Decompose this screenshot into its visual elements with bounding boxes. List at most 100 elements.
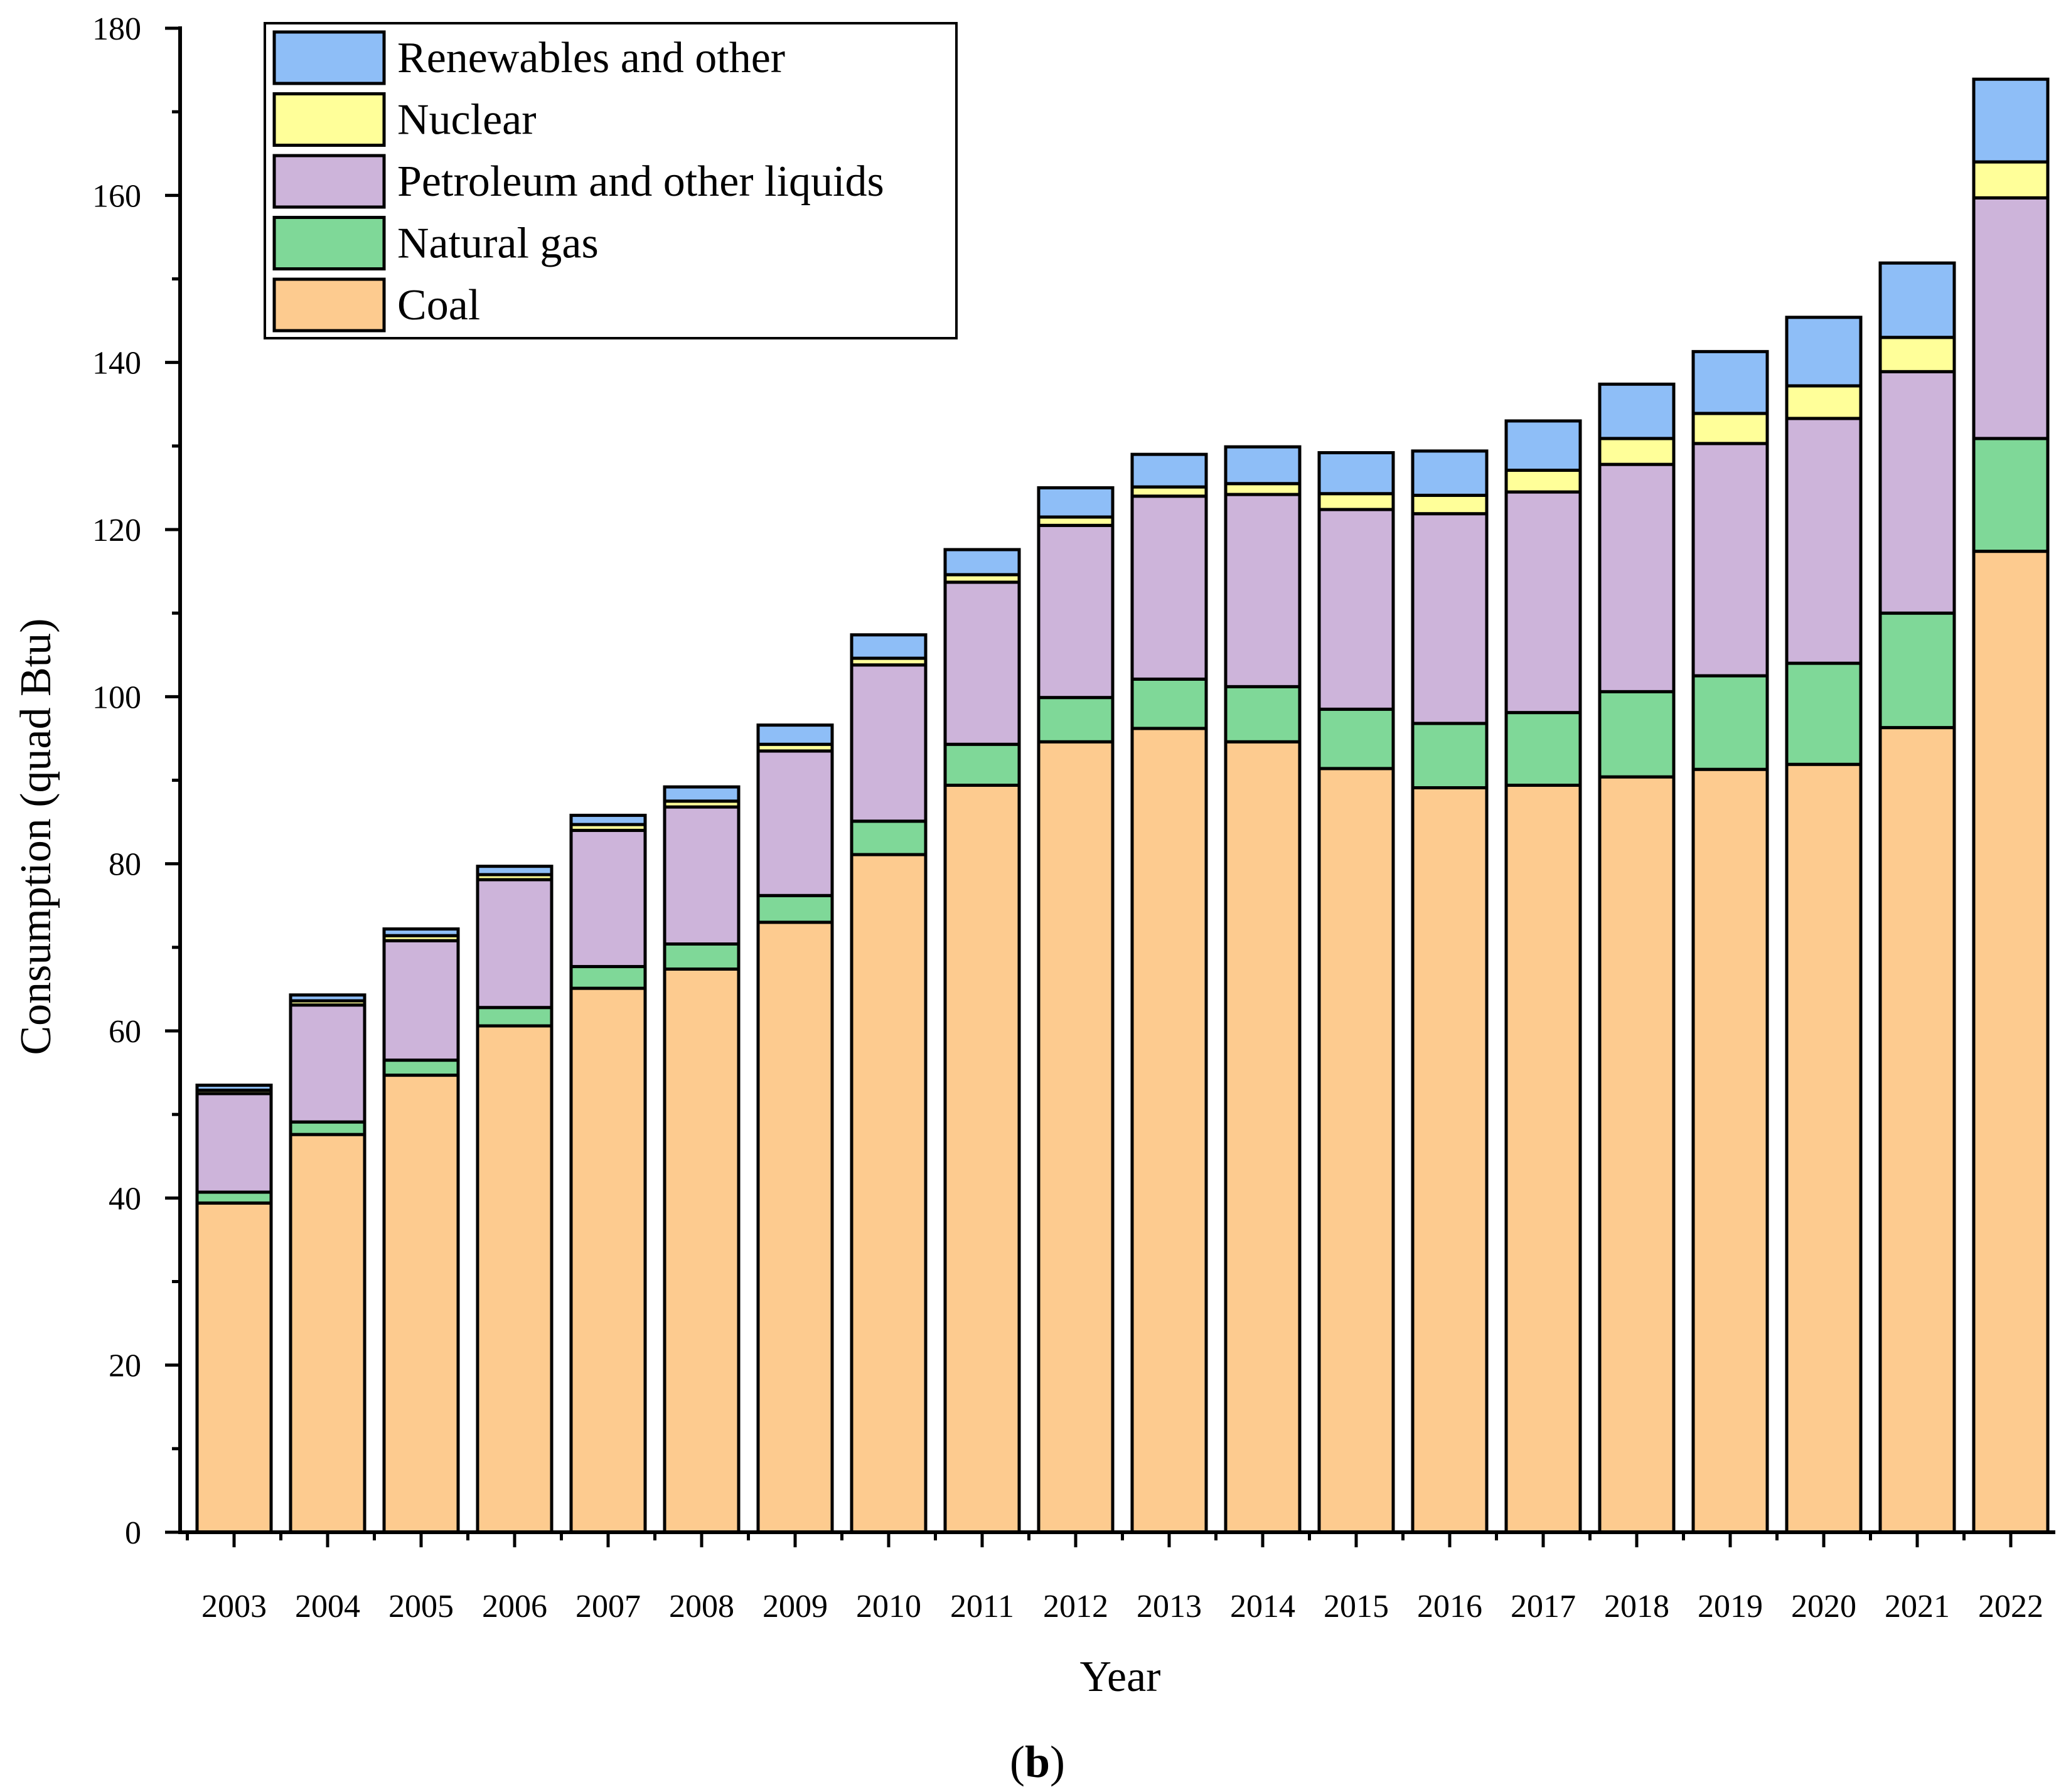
bar-coal-2013: [1130, 727, 1208, 1534]
x-tick-label-2005: 2005: [388, 1589, 454, 1624]
legend-label-nuclear: Nuclear: [397, 96, 537, 144]
legend: Renewables and other Nuclear Petroleum and…: [264, 22, 958, 339]
bar-renewables-and-other-2010: [850, 633, 928, 660]
x-tick-label-2003: 2003: [201, 1589, 267, 1624]
bar-renewables-and-other-2013: [1130, 452, 1208, 489]
x-tick-label-2004: 2004: [295, 1589, 360, 1624]
bar-natural-gas-2015: [1317, 707, 1395, 771]
bar-natural-gas-2004: [289, 1120, 367, 1136]
bar-petroleum-and-other-liquids-2015: [1317, 508, 1395, 711]
bar-petroleum-and-other-liquids-2016: [1411, 512, 1489, 725]
bar-petroleum-and-other-liquids-2009: [756, 749, 834, 897]
bar-nuclear-2020: [1785, 384, 1863, 420]
bar-nuclear-2022: [1972, 160, 2050, 200]
legend-swatch-coal: [272, 277, 386, 333]
bars-layer: [195, 77, 2050, 1534]
bar-natural-gas-2006: [476, 1006, 554, 1028]
x-tick-label-2012: 2012: [1043, 1589, 1108, 1624]
bar-natural-gas-2009: [756, 893, 834, 924]
bar-natural-gas-2008: [663, 942, 741, 971]
bar-petroleum-and-other-liquids-2021: [1878, 370, 1956, 615]
bar-petroleum-and-other-liquids-2010: [850, 663, 928, 823]
bar-petroleum-and-other-liquids-2017: [1504, 490, 1582, 715]
bar-coal-2008: [663, 967, 741, 1534]
axes-layer: 0 20 40 60 80 100 120 140 160 180 2003 2004 2005 2006…: [92, 11, 2055, 1624]
x-tick-label-2017: 2017: [1511, 1589, 1576, 1624]
bar-renewables-and-other-2006: [476, 865, 554, 877]
bar-coal-2009: [756, 920, 834, 1534]
bar-coal-2011: [943, 783, 1021, 1534]
bar-renewables-and-other-2017: [1504, 419, 1582, 472]
bar-natural-gas-2019: [1691, 674, 1769, 771]
bar-coal-2010: [850, 853, 928, 1534]
bar-nuclear-2016: [1411, 493, 1489, 516]
bar-natural-gas-2013: [1130, 677, 1208, 730]
panel-label: (b): [1010, 1737, 1065, 1787]
bar-petroleum-and-other-liquids-2018: [1598, 462, 1676, 693]
bar-natural-gas-2021: [1878, 611, 1956, 730]
legend-swatch-renewables-and-other: [272, 30, 386, 85]
bar-renewables-and-other-2012: [1037, 486, 1115, 519]
bar-coal-2021: [1878, 726, 1956, 1534]
bar-nuclear-2021: [1878, 336, 1956, 373]
y-tick-label-160: 160: [92, 178, 141, 214]
y-axis-title: Consumption (quad Btu): [12, 618, 60, 1055]
bar-petroleum-and-other-liquids-2011: [943, 580, 1021, 746]
bar-coal-2016: [1411, 786, 1489, 1534]
bar-natural-gas-2003: [195, 1190, 273, 1205]
legend-label-petroleum-and-other-liquids: Petroleum and other liquids: [397, 157, 884, 206]
bar-coal-2020: [1785, 762, 1863, 1534]
bar-petroleum-and-other-liquids-2013: [1130, 494, 1208, 681]
bar-petroleum-and-other-liquids-2004: [289, 1003, 367, 1124]
bar-coal-2015: [1317, 767, 1395, 1534]
bar-nuclear-2014: [1224, 482, 1302, 496]
legend-label-renewables-and-other: Renewables and other: [397, 34, 785, 82]
bar-natural-gas-2011: [943, 742, 1021, 787]
bar-renewables-and-other-2016: [1411, 449, 1489, 497]
bar-renewables-and-other-2003: [195, 1084, 273, 1092]
y-tick-label-120: 120: [92, 513, 141, 548]
bar-renewables-and-other-2004: [289, 993, 367, 1003]
bar-coal-2005: [382, 1074, 460, 1534]
bar-natural-gas-2012: [1037, 696, 1115, 744]
x-tick-label-2021: 2021: [1885, 1589, 1950, 1624]
bar-renewables-and-other-2021: [1878, 261, 1956, 339]
x-tick-label-2013: 2013: [1137, 1589, 1202, 1624]
bar-petroleum-and-other-liquids-2019: [1691, 442, 1769, 678]
bar-nuclear-2015: [1317, 492, 1395, 511]
x-tick-label-2008: 2008: [669, 1589, 734, 1624]
bar-nuclear-2017: [1504, 468, 1582, 494]
y-tick-label-100: 100: [92, 680, 141, 715]
legend-swatch-petroleum-and-other-liquids: [272, 154, 386, 209]
bar-coal-2003: [195, 1201, 273, 1534]
bar-renewables-and-other-2015: [1317, 451, 1395, 496]
bar-nuclear-2018: [1598, 437, 1676, 466]
x-tick-label-2014: 2014: [1230, 1589, 1295, 1624]
x-tick-label-2019: 2019: [1698, 1589, 1763, 1624]
bar-petroleum-and-other-liquids-2007: [569, 828, 647, 968]
bar-natural-gas-2018: [1598, 690, 1676, 779]
bar-renewables-and-other-2008: [663, 785, 741, 803]
x-tick-label-2016: 2016: [1417, 1589, 1482, 1624]
bar-coal-2019: [1691, 767, 1769, 1534]
bar-renewables-and-other-2014: [1224, 445, 1302, 486]
bar-natural-gas-2010: [850, 819, 928, 856]
legend-label-natural-gas: Natural gas: [397, 220, 599, 268]
bar-renewables-and-other-2022: [1972, 77, 2050, 164]
bar-renewables-and-other-2007: [569, 813, 647, 826]
bar-petroleum-and-other-liquids-2005: [382, 939, 460, 1062]
x-axis-title: Year: [1080, 1653, 1161, 1701]
x-tick-label-2011: 2011: [950, 1589, 1014, 1624]
x-tick-label-2018: 2018: [1604, 1589, 1669, 1624]
bar-petroleum-and-other-liquids-2008: [663, 805, 741, 946]
legend-swatch-natural-gas: [272, 216, 386, 270]
bar-coal-2017: [1504, 783, 1582, 1534]
bar-natural-gas-2016: [1411, 722, 1489, 789]
legend-swatch-nuclear: [272, 92, 386, 147]
bar-petroleum-and-other-liquids-2003: [195, 1092, 273, 1194]
bar-coal-2014: [1224, 740, 1302, 1534]
bar-petroleum-and-other-liquids-2014: [1224, 493, 1302, 688]
bar-nuclear-2019: [1691, 412, 1769, 445]
x-tick-label-2015: 2015: [1324, 1589, 1389, 1624]
